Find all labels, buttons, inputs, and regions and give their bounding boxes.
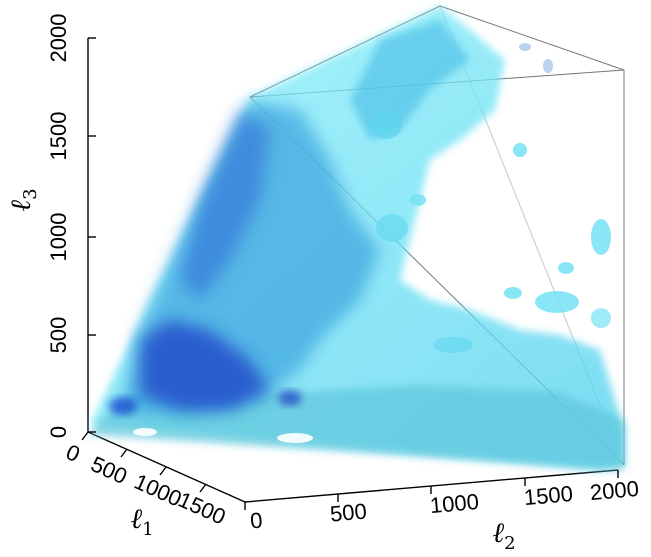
l1-tick-label: 0 [62, 439, 83, 467]
l3-tick-label: 2000 [46, 14, 71, 63]
l2-tick-label: 500 [329, 498, 368, 526]
l2-axis: 0 500 1000 1500 2000 ℓ2 [244, 470, 640, 554]
l1-tick-label: 1500 [175, 487, 230, 530]
l3-axis: 0 500 1000 1500 2000 ℓ3 [4, 14, 96, 438]
l3-tick-label: 1000 [46, 213, 71, 262]
l1-axis-title: ℓ1 [130, 502, 153, 540]
l3-tick-label: 1500 [46, 112, 71, 161]
l2-tick-label: 0 [249, 508, 263, 534]
l1-axis-line [87, 431, 246, 503]
l3-axis-title: ℓ3 [4, 188, 41, 211]
l3-tick-label: 0 [46, 426, 71, 438]
l2-axis-title: ℓ2 [492, 516, 515, 554]
l1-axis: 0 500 1000 1500 ℓ1 [62, 431, 230, 540]
inner-surface [140, 320, 270, 410]
l2-tick-label: 1000 [429, 489, 480, 518]
l2-tick-label: 1500 [523, 481, 574, 510]
isosurface-volume [90, 6, 624, 470]
l2-tick-label: 2000 [589, 476, 640, 505]
l3-tick-label: 500 [46, 317, 71, 354]
l1-tick-label: 500 [87, 451, 131, 489]
